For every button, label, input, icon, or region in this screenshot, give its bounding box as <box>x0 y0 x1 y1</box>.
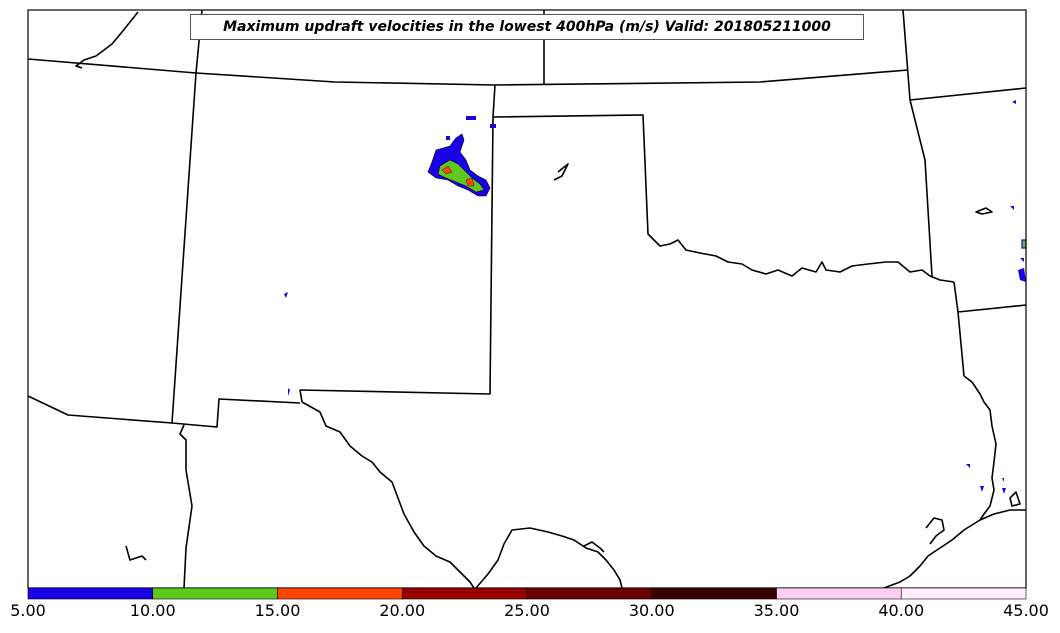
updraft-contours <box>284 100 1027 494</box>
boundary-rio-grande-east <box>475 527 623 589</box>
updraft-blob-se-1 <box>966 464 970 468</box>
colorbar-segment <box>776 587 902 600</box>
lake-detail <box>553 163 569 181</box>
colorbar-tick-label: 45.00 <box>1003 601 1049 620</box>
updraft-blob-se-2 <box>1002 478 1004 482</box>
colorbar-segment <box>27 587 154 600</box>
colorbar-tick-label: 20.00 <box>379 601 426 620</box>
colorbar <box>27 587 1027 600</box>
updraft-blob-small-5 <box>288 388 290 396</box>
boundary-arizona-south <box>27 395 173 424</box>
colorbar-segment <box>152 587 278 600</box>
colorbar-tick-label: 30.00 <box>628 601 675 620</box>
boundary-tx-la <box>957 311 965 377</box>
boundary-rio-grande <box>301 401 475 589</box>
updraft-blob-small-3 <box>446 136 450 140</box>
coastline-east <box>963 375 997 521</box>
coastline-nw <box>75 11 139 69</box>
updraft-blob-orange-2 <box>465 177 475 187</box>
bay-detail <box>925 517 945 545</box>
boundary-north <box>27 58 909 86</box>
colorbar-segment <box>526 587 653 600</box>
map-title: Maximum updraft velocities in the lowest… <box>190 14 864 40</box>
updraft-blob-small-6 <box>1012 100 1016 104</box>
updraft-blob-small-2 <box>490 124 496 128</box>
updraft-blob-small-1 <box>466 116 476 120</box>
updraft-blob-small-4 <box>284 292 288 298</box>
colorbar-tick-label: 10.00 <box>129 601 176 620</box>
updraft-blob-east-2 <box>1018 268 1026 282</box>
boundary-nm-tx <box>299 84 496 403</box>
colorbar-segment <box>900 587 1027 600</box>
updraft-blob-east-3 <box>1020 258 1024 262</box>
river-detail <box>583 541 605 553</box>
colorbar-tick-label: 15.00 <box>254 601 301 620</box>
boundary-mo-ok <box>909 99 933 277</box>
state-boundaries <box>27 9 1027 589</box>
updraft-blob-se-4 <box>1002 488 1006 494</box>
colorbar-tick-label: 25.00 <box>504 601 550 620</box>
updraft-blob-orange-1 <box>441 165 453 175</box>
updraft-blob-se-3 <box>980 486 984 492</box>
colorbar-tick-label: 35.00 <box>753 601 800 620</box>
coastline-gulf <box>883 509 1026 589</box>
colorbar-segment <box>277 587 403 600</box>
colorbar-segment <box>651 587 777 600</box>
colorbar-segment <box>401 587 528 600</box>
colorbar-tick-label: 5.00 <box>10 601 46 620</box>
coastline-sw <box>125 545 147 561</box>
coastline-detail <box>1009 491 1021 507</box>
colorbar-tick-label: 40.00 <box>878 601 925 620</box>
lake-detail-east <box>975 207 993 215</box>
updraft-blob-small-7 <box>1010 206 1014 210</box>
boundary-oklahoma <box>492 114 955 283</box>
plot-area <box>28 10 1026 588</box>
boundary-sonora <box>179 424 193 589</box>
boundary-colorado-west <box>171 9 301 428</box>
